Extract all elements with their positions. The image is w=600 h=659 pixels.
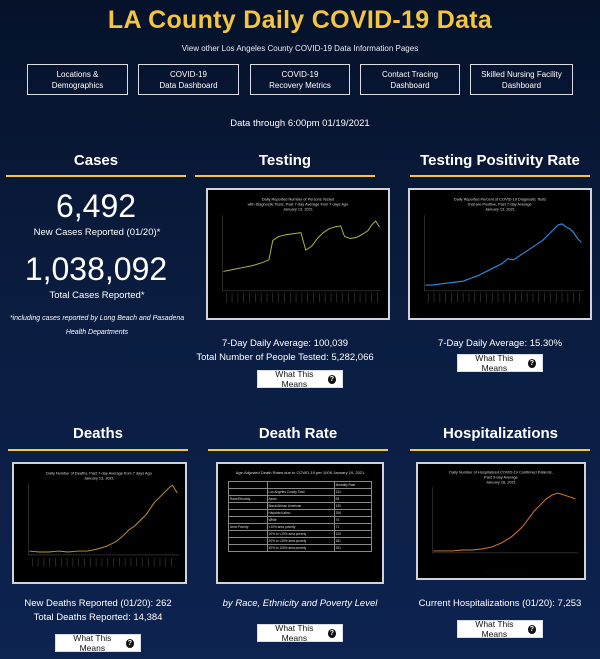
positivity-what-this-means-label: What This Means (475, 353, 514, 373)
nav-recovery-metrics-button[interactable]: COVID-19 Recovery Metrics (250, 64, 350, 95)
question-circle-icon: ? (327, 628, 336, 638)
svg-text:January 13, 2021: January 13, 2021 (84, 476, 114, 480)
data-through-date: Data through 6:00pm 01/19/2021 (230, 118, 370, 129)
cases-divider (6, 175, 186, 177)
death-rate-title: Death Rate (258, 425, 338, 442)
testing-x-ticks (225, 292, 378, 303)
table-row: Race/Ethnicity Asian 93 (228, 495, 373, 503)
positivity-divider (410, 175, 590, 177)
testing-7day-average: 7-Day Daily Average: 100,039 (221, 338, 349, 349)
svg-text:with Diagnostic Tests, Past 7-: with Diagnostic Tests, Past 7-day Averag… (248, 202, 349, 207)
deaths-total-reported: Total Deaths Reported: 14,384 (33, 612, 163, 623)
deaths-what-this-means-label: What This Means (73, 633, 112, 653)
svg-text:January 13, 2021: January 13, 2021 (283, 206, 313, 211)
positivity-chart-svg: Daily Reported Percent of COVID-19 Diagn… (424, 197, 584, 303)
nav-data-dashboard-button[interactable]: COVID-19 Data Dashboard (138, 64, 239, 95)
hospitalizations-what-this-means-button[interactable]: What This Means ? (457, 619, 543, 639)
testing-title: Testing (258, 152, 312, 169)
svg-text:January 13, 2021: January 13, 2021 (485, 206, 515, 211)
table-row: Area Poverty <10% area poverty 71 (228, 523, 373, 531)
cases-title: Cases (73, 152, 119, 169)
death-rate-table-image[interactable]: Age-Adjusted Death Rates due to COVID-19… (216, 462, 384, 584)
nav-locations-demographics-button[interactable]: Locations & Demographics (27, 64, 128, 95)
testing-line (223, 220, 380, 272)
total-cases-label: Total Cases Reported* (49, 290, 145, 301)
positivity-title: Testing Positivity Rate (420, 152, 580, 169)
table-row: Black/African American 130 (228, 502, 373, 510)
death-rate-caption: by Race, Ethnicity and Poverty Level (222, 598, 378, 609)
svg-text:Past 3-day Average: Past 3-day Average (484, 475, 518, 479)
table-row: Hispanic/Latino 206 (228, 509, 373, 517)
deaths-chart-svg: Daily Number of Deaths, Past 7-day Avera… (28, 472, 180, 567)
deaths-line (29, 484, 178, 553)
testing-divider (195, 175, 375, 177)
testing-chart-svg: Daily Reported Number of Persons Tested … (222, 197, 382, 303)
positivity-what-this-means-button[interactable]: What This Means ? (457, 353, 543, 373)
testing-what-this-means-label: What This Means (275, 369, 314, 389)
svg-text:that are Positive, Past 7-day: that are Positive, Past 7-day Average (468, 202, 531, 207)
question-circle-icon: ? (527, 624, 536, 634)
deaths-what-this-means-button[interactable]: What This Means ? (55, 633, 141, 653)
testing-chart-caption: Daily Reported Number of Persons Tested (262, 197, 334, 202)
positivity-chart-caption: Daily Reported Percent of COVID-19 Diagn… (454, 197, 546, 202)
testing-total-tested: Total Number of People Tested: 5,282,066 (196, 352, 374, 363)
new-cases-label: New Cases Reported (01/20)* (33, 227, 161, 238)
hospitalizations-title: Hospitalizations (442, 425, 558, 442)
deaths-chart-image[interactable]: Daily Number of Deaths, Past 7-day Avera… (12, 462, 187, 584)
death-rate-chart-caption: Age-Adjusted Death Rates due to COVID-19… (235, 470, 365, 475)
positivity-line (425, 223, 582, 286)
nav-skilled-nursing-button[interactable]: Skilled Nursing Facility Dashboard (470, 64, 573, 95)
total-cases-value: 1,038,092 (24, 251, 168, 287)
table-row: White 74 (228, 516, 373, 524)
svg-text:January 18, 2021: January 18, 2021 (486, 480, 516, 484)
deaths-new-reported: New Deaths Reported (01/20): 262 (24, 598, 172, 609)
death-rate-divider (208, 449, 388, 451)
death-rate-what-this-means-button[interactable]: What This Means ? (257, 623, 343, 643)
current-hospitalizations: Current Hospitalizations (01/20): 7,253 (418, 598, 582, 609)
deaths-divider (8, 449, 188, 451)
table-row: 10% to <20% area poverty 120 (228, 530, 373, 538)
new-cases-value: 6,492 (55, 188, 137, 224)
svg-text:· · · · · · · · · · · · · · ·: · · · · · · · · · · · · · · · · · · · · … (485, 569, 526, 573)
table-row: Mortality Rate (228, 481, 373, 489)
deaths-x-ticks (31, 557, 172, 567)
cases-footnote: *including cases reported by Long Beach … (9, 315, 185, 336)
table-row: 20% to <30% area poverty 181 (228, 537, 373, 545)
hospitalizations-line (433, 492, 576, 552)
hospitalizations-chart-svg: Daily Number of Hospitalized COVID-19 Co… (432, 471, 579, 573)
testing-chart-image[interactable]: Daily Reported Number of Persons Tested … (206, 188, 390, 320)
death-rate-what-this-means-label: What This Means (275, 623, 314, 643)
hospitalizations-divider (410, 449, 590, 451)
nav-contact-tracing-button[interactable]: Contact Tracing Dashboard (360, 64, 460, 95)
testing-what-this-means-button[interactable]: What This Means ? (257, 369, 343, 389)
positivity-x-ticks (427, 292, 580, 303)
page-subtitle: View other Los Angeles County COVID-19 D… (181, 44, 419, 53)
positivity-chart-image[interactable]: Daily Reported Percent of COVID-19 Diagn… (408, 188, 592, 320)
table-row: Los Angeles County Total 131 (228, 488, 373, 496)
question-circle-icon: ? (527, 358, 536, 368)
death-rate-table: Mortality Rate Los Angeles County Total 1… (228, 481, 373, 552)
page-title: LA County Daily COVID-19 Data (107, 6, 493, 34)
hospitalizations-what-this-means-label: What This Means (475, 619, 514, 639)
deaths-title: Deaths (72, 425, 124, 442)
question-circle-icon: ? (125, 638, 134, 648)
positivity-7day-average: 7-Day Daily Average: 15.30% (438, 338, 562, 349)
table-row: 30% to 100% area poverty 251 (228, 544, 373, 552)
hospitalizations-chart-image[interactable]: Daily Number of Hospitalized COVID-19 Co… (416, 462, 586, 580)
question-circle-icon: ? (327, 374, 336, 384)
deaths-chart-caption: Daily Number of Deaths, Past 7-day Avera… (46, 472, 152, 476)
hospitalizations-chart-caption: Daily Number of Hospitalized COVID-19 Co… (449, 471, 553, 475)
